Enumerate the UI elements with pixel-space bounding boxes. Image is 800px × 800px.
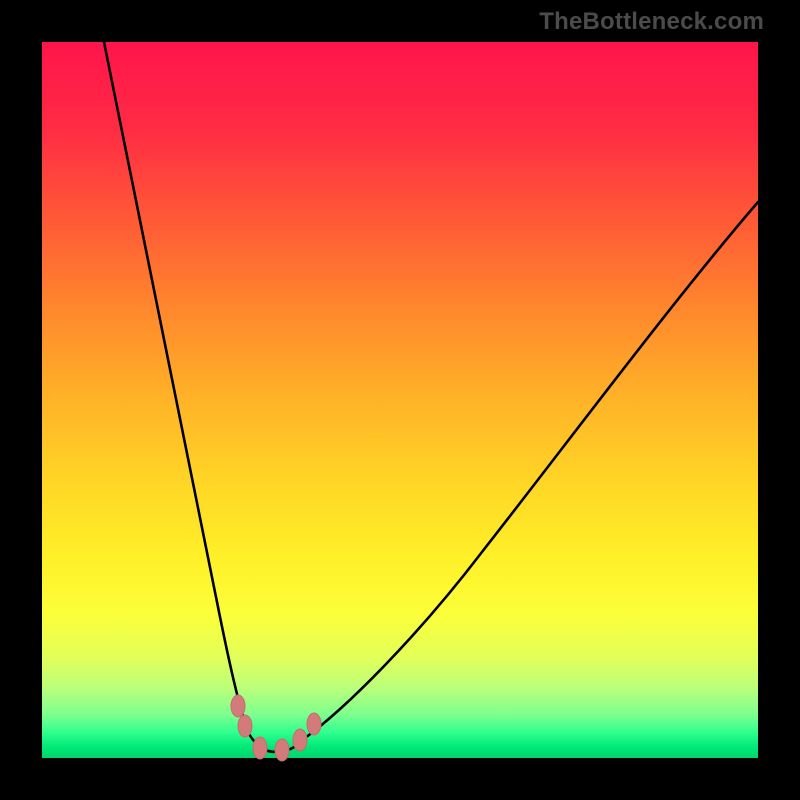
sweet-spot-marker — [253, 737, 267, 759]
bottleneck-curve-left — [104, 42, 249, 734]
sweet-spot-markers — [231, 695, 321, 761]
sweet-spot-marker — [275, 739, 289, 761]
bottleneck-chart — [42, 42, 758, 758]
watermark-text: TheBottleneck.com — [539, 8, 764, 36]
sweet-spot-marker — [231, 695, 245, 717]
stage: TheBottleneck.com — [0, 0, 800, 800]
curve-layer — [42, 42, 758, 758]
sweet-spot-marker — [307, 713, 321, 735]
sweet-spot-marker — [293, 729, 307, 751]
bottleneck-curve-right — [305, 202, 758, 738]
sweet-spot-marker — [238, 715, 252, 737]
